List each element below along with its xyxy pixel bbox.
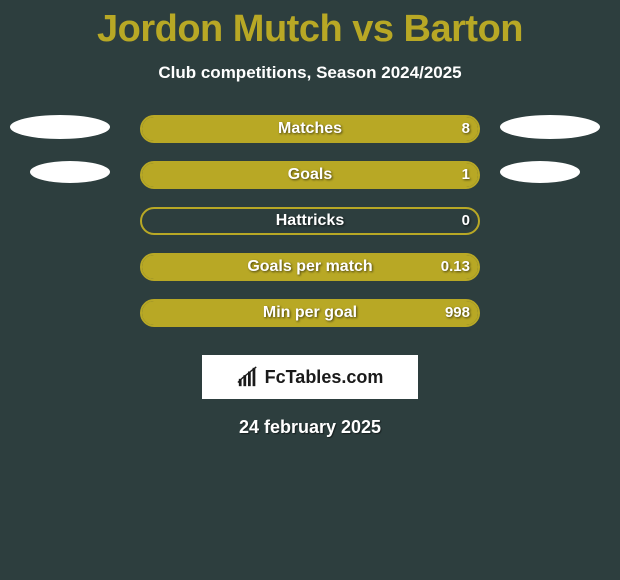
- stat-bar: [140, 207, 480, 235]
- stat-bar: [140, 253, 480, 281]
- player-ellipse-left: [10, 115, 110, 139]
- stat-row: Hattricks0: [0, 207, 620, 235]
- stat-bar: [140, 299, 480, 327]
- stat-bar-fill: [142, 163, 478, 187]
- page-title: Jordon Mutch vs Barton: [0, 0, 620, 51]
- logo-box: FcTables.com: [202, 355, 418, 399]
- stats-rows: Matches8 Goals1 Hattricks0 Goals per match0…: [0, 115, 620, 327]
- player-ellipse-right: [500, 161, 580, 183]
- logo-text: FcTables.com: [265, 367, 384, 388]
- stat-bar-fill: [142, 255, 478, 279]
- stat-row: Goals1: [0, 161, 620, 189]
- stat-row: Goals per match0.13: [0, 253, 620, 281]
- stat-row: Min per goal998: [0, 299, 620, 327]
- bar-chart-icon: [237, 366, 259, 388]
- player-ellipse-left: [30, 161, 110, 183]
- date-text: 24 february 2025: [0, 417, 620, 438]
- stat-bar: [140, 115, 480, 143]
- stat-bar-fill: [142, 301, 478, 325]
- subtitle: Club competitions, Season 2024/2025: [0, 63, 620, 83]
- stat-bar-fill: [142, 117, 478, 141]
- player-ellipse-right: [500, 115, 600, 139]
- stat-bar: [140, 161, 480, 189]
- stat-row: Matches8: [0, 115, 620, 143]
